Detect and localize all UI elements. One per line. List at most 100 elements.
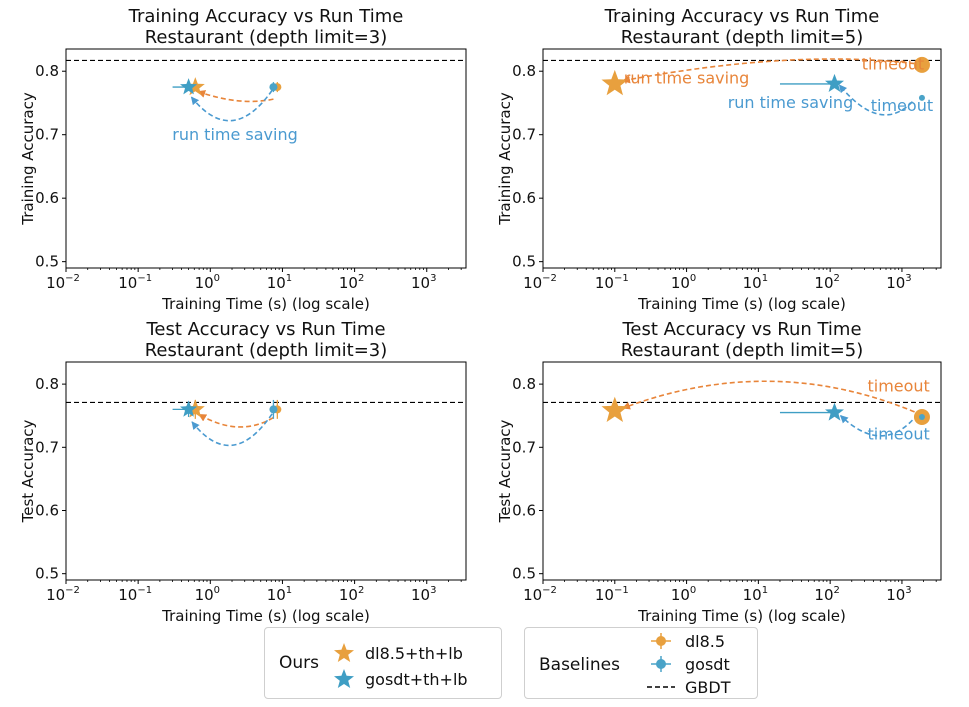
legend-label: gosdt	[685, 654, 730, 674]
x-tick-label: 10−2	[46, 273, 80, 292]
legend-label: gosdt+th+lb	[365, 669, 468, 689]
legend-label: dl8.5	[685, 631, 726, 651]
blue-star-icon	[334, 669, 354, 688]
blue-circle-errorbar-icon	[651, 656, 671, 672]
star-point-dl8-5-th-lb	[601, 396, 629, 422]
x-tick-label: 102	[814, 273, 839, 292]
circle-point-gosdt	[269, 83, 278, 92]
y-tick-label: 0.6	[512, 501, 536, 519]
run-time-arrow	[197, 90, 274, 103]
y-tick-label: 0.8	[35, 62, 59, 80]
chart-panel-2: Training Accuracy vs Run TimeRestaurant …	[496, 6, 942, 313]
chart-subtitle: Restaurant (depth limit=3)	[145, 340, 388, 361]
annotation-label: timeout	[862, 54, 924, 73]
x-tick-label: 103	[411, 585, 436, 604]
y-tick-label: 0.8	[512, 62, 536, 80]
y-tick-label: 0.8	[512, 375, 536, 393]
x-tick-label: 102	[814, 585, 839, 604]
chart-subtitle: Restaurant (depth limit=3)	[145, 27, 388, 48]
annotation-label: timeout	[871, 96, 933, 115]
x-tick-label: 100	[195, 585, 220, 604]
x-tick-label: 101	[743, 273, 768, 292]
y-axis-label: Training Accuracy	[19, 92, 37, 226]
x-axis-label: Training Time (s) (log scale)	[637, 607, 846, 625]
plot-frame	[65, 48, 467, 269]
legend-item-gosdt-th-lb: gosdt+th+lb	[333, 668, 468, 690]
x-tick-label: 10−1	[595, 585, 629, 604]
legend-item-dl85: dl8.5	[647, 630, 725, 652]
x-tick-label: 10−2	[46, 585, 80, 604]
orange-circle-errorbar-icon	[651, 633, 671, 649]
run-time-arrow	[198, 413, 274, 428]
circle-point-gosdt	[918, 413, 925, 420]
chart-subtitle: Restaurant (depth limit=5)	[621, 340, 864, 361]
legend-baselines-title: Baselines	[539, 655, 620, 675]
x-tick-label: 10−2	[523, 273, 557, 292]
legend-baselines: Baselines dl8.5 gosdt GBDT	[524, 627, 758, 699]
star-point-dl8-5-th-lb	[185, 77, 205, 96]
chart-title: Test Accuracy vs Run Time	[145, 319, 385, 340]
chart-title: Training Accuracy vs Run Time	[128, 6, 404, 27]
star-point-dl8-5-th-lb	[601, 69, 629, 96]
x-tick-label: 102	[339, 585, 364, 604]
y-tick-label: 0.7	[35, 126, 59, 144]
x-tick-label: 100	[671, 273, 696, 292]
plot-frame	[542, 48, 942, 269]
y-tick-label: 0.7	[512, 438, 536, 456]
chart-subtitle: Restaurant (depth limit=5)	[621, 27, 864, 48]
circle-point-gosdt	[918, 94, 925, 101]
run-time-arrow	[622, 380, 915, 413]
legend-label: GBDT	[685, 677, 731, 697]
star-point-dl8-5-th-lb	[185, 399, 205, 418]
run-time-arrow	[839, 415, 914, 437]
x-axis-label: Training Time (s) (log scale)	[637, 295, 846, 313]
x-tick-label: 100	[195, 273, 220, 292]
legend-item-gosdt: gosdt	[647, 653, 730, 675]
x-tick-label: 10−2	[523, 585, 557, 604]
x-tick-label: 10−1	[118, 585, 152, 604]
annotation-label: run time saving	[728, 93, 854, 112]
chart-title: Test Accuracy vs Run Time	[621, 319, 861, 340]
y-tick-label: 0.8	[35, 375, 59, 393]
annotation-label: run time saving	[624, 68, 750, 87]
y-tick-label: 0.5	[35, 253, 59, 271]
y-axis-label: Test Accuracy	[496, 419, 514, 523]
annotation-label: run time saving	[172, 125, 298, 144]
chart-panel-1: Training Accuracy vs Run TimeRestaurant …	[19, 6, 467, 313]
x-tick-label: 101	[743, 585, 768, 604]
chart-figure: Training Accuracy vs Run TimeRestaurant …	[19, 6, 942, 625]
plot-frame	[542, 361, 942, 581]
y-tick-label: 0.5	[35, 565, 59, 583]
run-time-arrow	[838, 84, 914, 116]
y-tick-label: 0.6	[35, 501, 59, 519]
y-tick-label: 0.5	[512, 565, 536, 583]
x-tick-label: 101	[267, 273, 292, 292]
x-tick-label: 103	[411, 273, 436, 292]
x-tick-label: 102	[339, 273, 364, 292]
legend-ours-title: Ours	[279, 653, 320, 673]
legend-item-dl85-th-lb: dl8.5+th+lb	[333, 642, 463, 664]
plot-frame	[65, 361, 467, 581]
x-axis-label: Training Time (s) (log scale)	[161, 607, 370, 625]
run-time-arrow	[191, 413, 273, 447]
annotation-label: timeout	[867, 377, 929, 396]
x-tick-label: 103	[886, 585, 911, 604]
run-time-arrow	[621, 58, 915, 84]
y-tick-label: 0.6	[35, 189, 59, 207]
circle-point-gosdt	[269, 405, 278, 414]
x-axis-label: Training Time (s) (log scale)	[161, 295, 370, 313]
y-tick-label: 0.7	[512, 126, 536, 144]
y-tick-label: 0.7	[35, 438, 59, 456]
circle-point-dl8-5	[913, 56, 930, 73]
x-tick-label: 100	[671, 585, 696, 604]
star-point-gosdt-th-lb	[825, 73, 844, 92]
y-tick-label: 0.5	[512, 253, 536, 271]
chart-title: Training Accuracy vs Run Time	[604, 6, 880, 27]
y-axis-label: Test Accuracy	[19, 419, 37, 523]
y-axis-label: Training Accuracy	[496, 92, 514, 226]
annotation-label: timeout	[867, 425, 929, 444]
orange-star-icon	[334, 643, 354, 662]
x-tick-label: 10−1	[595, 273, 629, 292]
